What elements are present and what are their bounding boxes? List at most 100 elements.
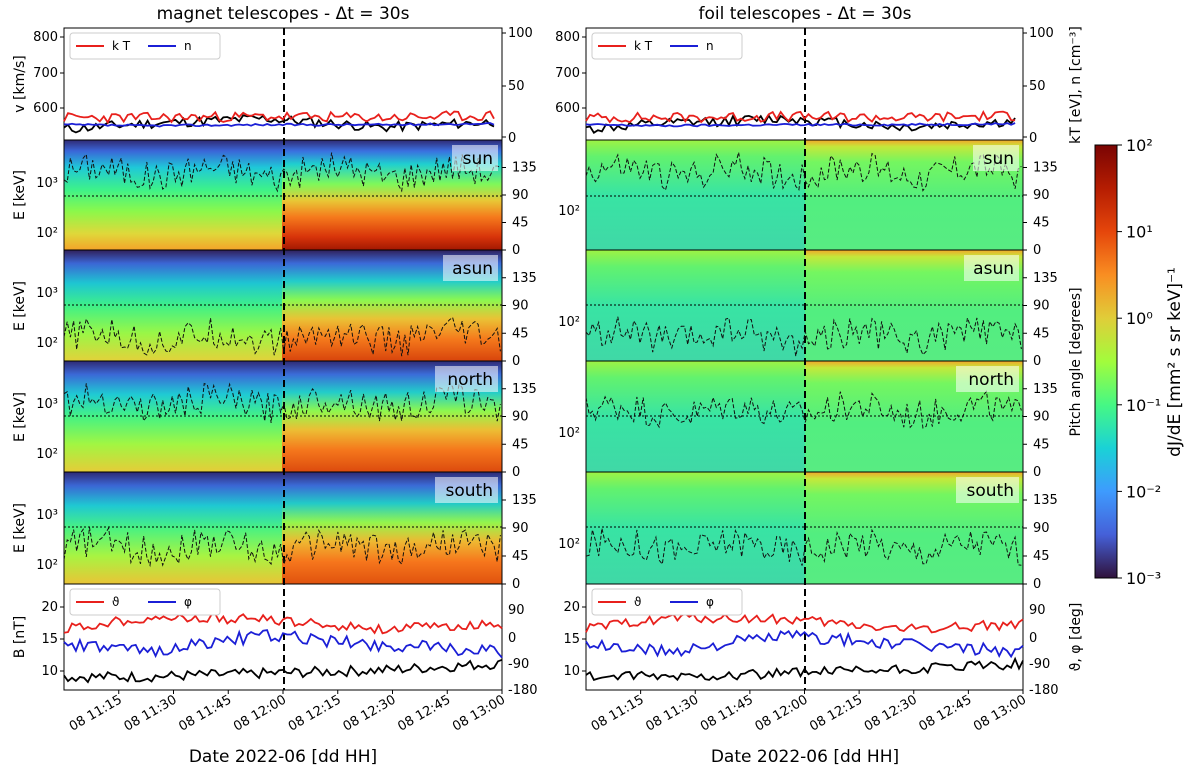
x-tick-label: 08 11:30 — [643, 692, 701, 734]
right-title: foil telescopes - Δt = 30s — [698, 4, 911, 24]
tick-pitch-135: 135 — [512, 271, 537, 286]
colorbar-tick: 10⁻³ — [1126, 569, 1161, 588]
heatmap-sun-pre — [64, 140, 282, 250]
sector-label-sun: sun — [452, 145, 498, 171]
tick-pitch-45: 45 — [1033, 326, 1050, 341]
series-v-line — [63, 114, 495, 134]
sector-label-south: south — [435, 477, 498, 503]
pitch-angle-line-south — [585, 528, 1022, 566]
tick-pitch-135: 135 — [1033, 271, 1058, 286]
tick-b-20: 20 — [41, 600, 58, 615]
tick-ang-0: 0 — [508, 631, 516, 646]
colorbar-label: dJ/dE [mm² s sr keV]⁻¹ — [1165, 267, 1185, 457]
foil-tick-ang-90: 90 — [1029, 603, 1046, 618]
foil-tick-ang-m90: -90 — [1029, 657, 1050, 672]
tick-pitch-0: 0 — [512, 465, 520, 480]
x-tick-label: 08 11:45 — [698, 692, 756, 734]
ylabel-e-sun: E [keV] — [12, 170, 28, 220]
ylabel-e-north: E [keV] — [12, 392, 28, 442]
foil-tick-e-sun: 10² — [558, 204, 580, 219]
x-tick-label: 08 11:45 — [176, 692, 234, 734]
tick-sw-0: 0 — [508, 131, 516, 146]
x-tick-label: 08 12:00 — [231, 692, 289, 734]
ylabel-e-asun: E [keV] — [12, 281, 28, 331]
svg-text:south: south — [446, 481, 493, 501]
sector-label-north: north — [435, 366, 498, 392]
foil-legend-phi: φ — [706, 595, 714, 609]
pitch-angle-line-sun — [63, 152, 501, 193]
heatmap-foil-sun-pre — [586, 140, 805, 250]
xlabel-right: Date 2022-06 [dd HH] — [711, 747, 899, 767]
colorbar-tick: 10² — [1126, 136, 1153, 155]
tick-pitch-45: 45 — [512, 216, 529, 231]
tick-pitch-135: 135 — [1033, 161, 1058, 176]
foil-sector-label-asun: asun — [964, 255, 1019, 281]
xlabel-left: Date 2022-06 [dd HH] — [189, 747, 377, 767]
series-n-line — [585, 122, 1016, 128]
tick-pitch-0: 0 — [1033, 465, 1041, 480]
colorbar: 10² 10¹ 10⁰ 10⁻¹ 10⁻² 10⁻³ dJ/dE [mm² s sr ke… — [1094, 136, 1185, 588]
ylabel-e-south: E [keV] — [12, 503, 28, 553]
tick-pitch-0: 0 — [1033, 577, 1041, 592]
x-tick-label: 08 12:30 — [341, 692, 399, 734]
series-theta-line — [585, 612, 1024, 634]
tick-e-1e3-sun: 10³ — [36, 176, 58, 191]
tick-pitch-90: 90 — [512, 521, 529, 536]
series-phi-line — [63, 629, 503, 659]
tick-pitch-135: 135 — [512, 161, 537, 176]
tick-pitch-0: 0 — [512, 243, 520, 258]
svg-text:asun: asun — [973, 259, 1014, 279]
foil-column: sun asun north south k T n ϑ φ — [555, 26, 1084, 767]
pitch-angle-line-north — [585, 390, 1022, 429]
series-b-line — [63, 658, 503, 684]
tick-pitch-135: 135 — [512, 382, 537, 397]
colorbar-tick: 10¹ — [1126, 223, 1153, 242]
tick-pitch-45: 45 — [1033, 549, 1050, 564]
pitch-angle-line-north — [63, 381, 501, 424]
tick-v-700: 700 — [33, 66, 58, 81]
foil-tick-b-20: 20 — [563, 600, 580, 615]
legend-mag: ϑ φ — [69, 588, 221, 616]
tick-pitch-45: 45 — [512, 326, 529, 341]
series-phi-line — [585, 629, 1024, 659]
x-tick-label: 08 11:15 — [67, 692, 125, 734]
tick-e-1e2-sun: 10² — [36, 226, 58, 241]
pitch-angle-line-sun — [585, 152, 1022, 192]
pitch-angle-line-asun — [63, 316, 501, 357]
legend-theta: ϑ — [112, 595, 119, 609]
foil-legend-kt: k T — [634, 39, 653, 53]
series-kt-line — [63, 110, 495, 125]
left-title: magnet telescopes - Δt = 30s — [157, 4, 410, 24]
ylabel-v: v [km/s] — [12, 55, 28, 112]
tick-pitch-90: 90 — [512, 410, 529, 425]
foil-tick-e-asun: 10² — [558, 315, 580, 330]
foil-legend-mag: ϑ φ — [591, 588, 743, 616]
foil-sector-label-south: south — [956, 477, 1019, 503]
tick-sw-50: 50 — [508, 79, 525, 94]
tick-pitch-90: 90 — [1033, 521, 1050, 536]
ylabel-theta-phi: ϑ, φ [deg] — [1068, 603, 1084, 672]
foil-sector-label-sun: sun — [973, 145, 1019, 171]
tick-b-10: 10 — [41, 664, 58, 679]
tick-e-1e3-north: 10³ — [36, 397, 58, 412]
tick-pitch-90: 90 — [512, 188, 529, 203]
foil-tick-b-15: 15 — [563, 632, 580, 647]
svg-text:asun: asun — [452, 259, 493, 279]
sector-label-asun: asun — [443, 255, 498, 281]
tick-pitch-135: 135 — [1033, 382, 1058, 397]
tick-pitch-90: 90 — [1033, 188, 1050, 203]
legend-kt: k T — [112, 39, 131, 53]
colorbar-tick: 10⁻¹ — [1126, 396, 1161, 415]
ylabel-kt-n: kT [eV], n [cm⁻³] — [1068, 26, 1084, 144]
colorbar-tick: 10⁰ — [1126, 309, 1153, 328]
pitch-angle-line-south — [63, 526, 501, 568]
x-tick-label: 08 12:30 — [862, 692, 920, 734]
x-tick-label: 08 12:15 — [286, 692, 344, 734]
x-tick-label: 08 12:45 — [917, 692, 975, 734]
series-b-line — [585, 656, 1024, 682]
ylabel-pitch: Pitch angle [degrees] — [1068, 287, 1084, 436]
tick-pitch-135: 135 — [1033, 493, 1058, 508]
foil-tick-v-600: 600 — [555, 101, 580, 116]
tick-ang-m180: -180 — [508, 683, 538, 698]
